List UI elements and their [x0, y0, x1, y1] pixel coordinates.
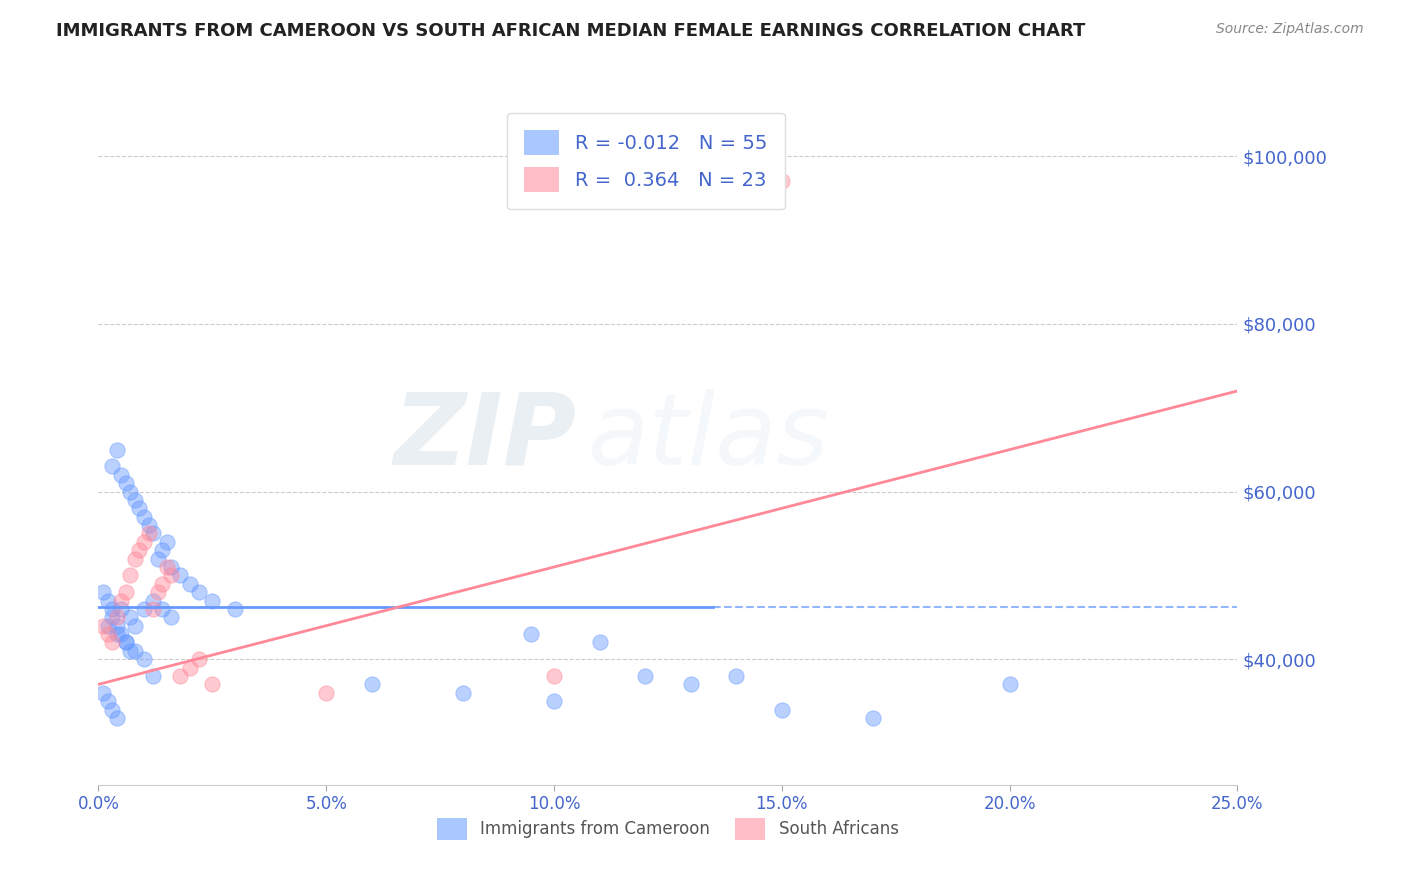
Point — [998, 677, 1021, 691]
Text: Source: ZipAtlas.com: Source: ZipAtlas.com — [1216, 22, 1364, 37]
Point — [150, 576, 173, 591]
Point — [110, 627, 132, 641]
Point — [132, 534, 155, 549]
Point — [124, 644, 146, 658]
Point — [110, 467, 132, 482]
Point — [132, 509, 155, 524]
Point — [105, 711, 128, 725]
Point — [128, 501, 150, 516]
Point — [124, 492, 146, 507]
Point — [150, 543, 173, 558]
Point — [110, 602, 132, 616]
Point — [101, 459, 124, 474]
Point — [588, 635, 610, 649]
Point — [360, 677, 382, 691]
Point — [142, 602, 165, 616]
Point — [132, 602, 155, 616]
Point — [114, 635, 136, 649]
Point — [634, 669, 657, 683]
Point — [160, 560, 183, 574]
Point — [142, 593, 165, 607]
Point — [201, 677, 224, 691]
Point — [96, 618, 118, 632]
Point — [114, 585, 136, 599]
Point — [862, 711, 884, 725]
Point — [543, 669, 565, 683]
Point — [142, 526, 165, 541]
Point — [179, 576, 201, 591]
Point — [187, 652, 209, 666]
Point — [543, 694, 565, 708]
Point — [160, 568, 183, 582]
Legend: Immigrants from Cameroon, South Africans: Immigrants from Cameroon, South Africans — [430, 812, 905, 847]
Point — [101, 602, 124, 616]
Point — [101, 635, 124, 649]
Point — [169, 669, 191, 683]
Point — [169, 568, 191, 582]
Point — [150, 602, 173, 616]
Point — [91, 585, 114, 599]
Point — [201, 593, 224, 607]
Point — [96, 627, 118, 641]
Point — [138, 526, 160, 541]
Text: ZIP: ZIP — [394, 389, 576, 485]
Point — [96, 694, 118, 708]
Point — [120, 610, 142, 624]
Point — [101, 702, 124, 716]
Point — [770, 702, 793, 716]
Point — [124, 618, 146, 632]
Point — [105, 442, 128, 457]
Point — [146, 551, 169, 566]
Point — [120, 644, 142, 658]
Point — [520, 627, 543, 641]
Point — [142, 669, 165, 683]
Point — [679, 677, 702, 691]
Point — [187, 585, 209, 599]
Point — [224, 602, 246, 616]
Point — [128, 543, 150, 558]
Point — [770, 174, 793, 188]
Point — [101, 610, 124, 624]
Point — [105, 610, 128, 624]
Point — [132, 652, 155, 666]
Point — [451, 686, 474, 700]
Point — [156, 560, 179, 574]
Point — [725, 669, 748, 683]
Point — [96, 593, 118, 607]
Point — [315, 686, 337, 700]
Point — [91, 686, 114, 700]
Point — [120, 484, 142, 499]
Point — [105, 627, 128, 641]
Text: IMMIGRANTS FROM CAMEROON VS SOUTH AFRICAN MEDIAN FEMALE EARNINGS CORRELATION CHA: IMMIGRANTS FROM CAMEROON VS SOUTH AFRICA… — [56, 22, 1085, 40]
Point — [91, 618, 114, 632]
Point — [120, 568, 142, 582]
Point — [146, 585, 169, 599]
Point — [114, 635, 136, 649]
Point — [124, 551, 146, 566]
Point — [105, 618, 128, 632]
Point — [138, 518, 160, 533]
Point — [114, 476, 136, 491]
Point — [179, 660, 201, 674]
Text: atlas: atlas — [588, 389, 830, 485]
Point — [110, 593, 132, 607]
Point — [156, 534, 179, 549]
Point — [160, 610, 183, 624]
